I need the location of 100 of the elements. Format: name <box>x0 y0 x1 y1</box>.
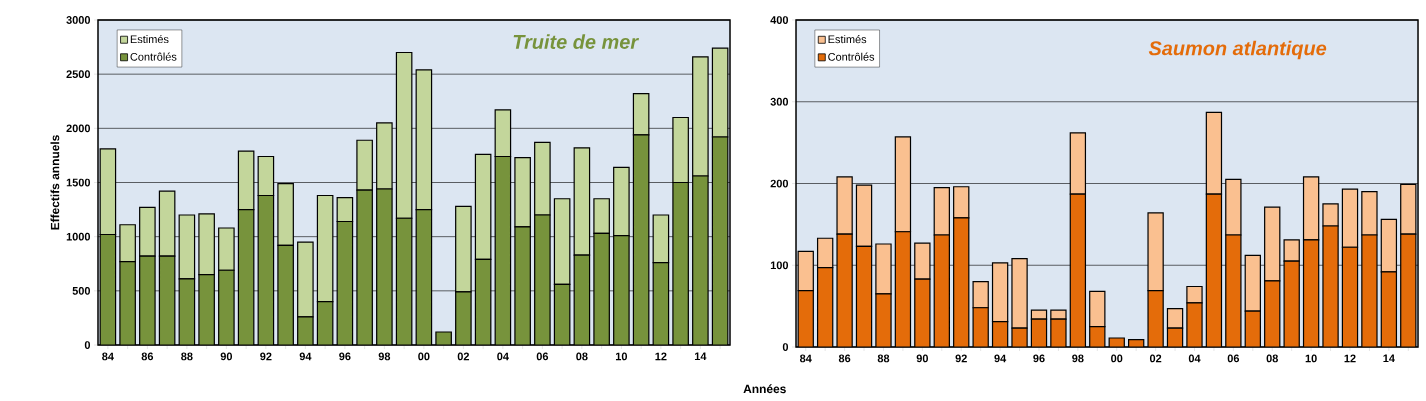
x-tick-label: 86 <box>838 354 851 363</box>
x-tick-label: 08 <box>1266 354 1278 363</box>
bar <box>1147 289 1164 347</box>
x-tick-label: 92 <box>260 352 272 361</box>
y-tick-label: 2000 <box>66 124 91 133</box>
bar <box>953 217 970 347</box>
y-tick-label: 2500 <box>66 70 91 79</box>
bar <box>894 231 912 347</box>
bar <box>277 182 294 246</box>
x-tick-label: 14 <box>694 352 707 361</box>
bar <box>534 141 551 216</box>
bar <box>356 139 373 191</box>
x-tick-label: 10 <box>1305 354 1317 363</box>
bar <box>875 243 892 295</box>
bar <box>494 155 512 345</box>
bar <box>1089 290 1106 328</box>
bar <box>1244 254 1261 312</box>
bar <box>99 233 117 345</box>
bar <box>1380 271 1398 347</box>
bar <box>415 208 433 345</box>
bar <box>1166 307 1184 329</box>
bar <box>672 181 689 345</box>
x-tick-label: 04 <box>1188 354 1201 363</box>
x-tick-label: 98 <box>378 352 391 361</box>
bar <box>1147 212 1164 292</box>
x-axis-title: Années <box>743 384 786 394</box>
x-tick-label: 88 <box>181 352 193 361</box>
bar <box>553 198 571 285</box>
bar <box>1380 218 1398 273</box>
bar <box>1283 239 1300 262</box>
bar <box>855 245 873 347</box>
bar <box>914 279 930 347</box>
bar <box>692 175 709 345</box>
y-tick-label: 1500 <box>66 178 91 187</box>
bar <box>1205 193 1223 347</box>
y-axis-title: Effectifs annuels <box>50 135 60 230</box>
bar <box>1050 309 1067 320</box>
bar <box>455 205 472 293</box>
bar <box>1264 206 1281 282</box>
bar <box>1341 246 1359 347</box>
x-tick-label: 84 <box>799 354 812 363</box>
x-tick-label: 10 <box>615 352 628 361</box>
y-tick-label: 400 <box>770 16 789 24</box>
bar <box>119 224 136 263</box>
bar <box>632 134 650 345</box>
bar <box>257 155 275 197</box>
legend-label: Estimés <box>828 35 867 44</box>
bar <box>257 194 275 345</box>
bar <box>218 227 235 271</box>
bar <box>593 232 610 345</box>
x-tick-label: 12 <box>1344 354 1356 363</box>
bar <box>534 214 551 345</box>
bar <box>836 233 853 347</box>
bar <box>237 208 255 345</box>
y-tick-label: 300 <box>770 97 789 106</box>
bar <box>1069 193 1087 347</box>
x-tick-label: 96 <box>339 352 351 361</box>
x-tick-label: 14 <box>1383 354 1395 363</box>
bar <box>158 190 176 257</box>
x-tick-label: 94 <box>994 354 1007 363</box>
bar <box>1400 233 1417 347</box>
bar <box>297 241 314 318</box>
legend-label: Contrôlés <box>130 52 177 61</box>
bar <box>1186 285 1203 304</box>
bar <box>613 234 630 345</box>
legend-label: Contrôlés <box>828 52 875 61</box>
bar <box>474 153 492 261</box>
y-tick-label: 200 <box>770 179 789 188</box>
y-tick-label: 3000 <box>66 16 91 24</box>
bar <box>1011 258 1028 329</box>
y-tick-label: 100 <box>770 261 789 270</box>
x-tick-label: 92 <box>955 354 967 363</box>
x-tick-label: 02 <box>457 352 470 361</box>
x-tick-label: 06 <box>536 352 549 361</box>
x-tick-label: 00 <box>418 352 430 361</box>
x-tick-label: 86 <box>141 352 154 361</box>
y-tick-label: 0 <box>782 343 789 351</box>
bar <box>1283 260 1300 347</box>
bar <box>1361 234 1378 347</box>
bar <box>1322 203 1339 227</box>
bar <box>1264 280 1281 347</box>
bar <box>395 217 413 345</box>
legend-label: Estimés <box>130 34 169 44</box>
y-tick-label: 1000 <box>66 232 91 241</box>
bar <box>1302 239 1320 347</box>
x-tick-label: 98 <box>1072 354 1084 363</box>
x-tick-label: 06 <box>1227 354 1240 363</box>
x-tick-label: 90 <box>916 354 928 363</box>
bar <box>613 166 630 237</box>
bar <box>336 220 354 345</box>
bar <box>711 136 729 345</box>
bar <box>593 198 610 235</box>
bar <box>652 214 670 264</box>
bar <box>816 267 834 347</box>
bar <box>797 289 814 347</box>
y-tick-label: 500 <box>72 286 91 295</box>
x-tick-label: 00 <box>1111 354 1123 363</box>
bar <box>336 197 354 223</box>
bar <box>514 156 531 228</box>
bar <box>198 213 215 276</box>
